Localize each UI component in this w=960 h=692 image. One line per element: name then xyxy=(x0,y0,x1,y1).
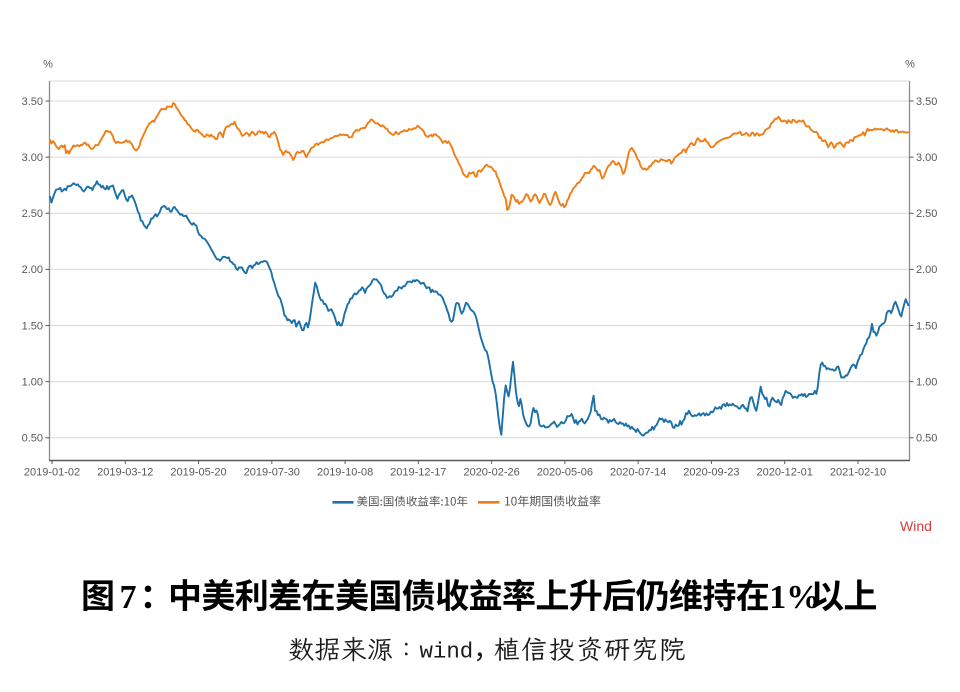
svg-text:2021-02-10: 2021-02-10 xyxy=(830,467,886,479)
svg-text:3.50: 3.50 xyxy=(916,96,937,108)
svg-text:1%: 1% xyxy=(769,579,820,616)
svg-text:2020-09-23: 2020-09-23 xyxy=(683,467,739,479)
svg-text:2019-05-20: 2019-05-20 xyxy=(170,467,226,479)
svg-text:7: 7 xyxy=(120,579,137,616)
svg-text:1.00: 1.00 xyxy=(22,376,43,388)
svg-text:1.50: 1.50 xyxy=(22,320,43,332)
svg-text:0.50: 0.50 xyxy=(916,433,937,445)
svg-text:2019-07-30: 2019-07-30 xyxy=(244,467,300,479)
svg-text:wind: wind xyxy=(420,639,474,665)
svg-text:2.50: 2.50 xyxy=(22,208,43,220)
svg-text:1.50: 1.50 xyxy=(916,320,937,332)
svg-text:2.50: 2.50 xyxy=(916,208,937,220)
svg-text:2.00: 2.00 xyxy=(22,264,43,276)
svg-text:3.00: 3.00 xyxy=(22,152,43,164)
svg-text:2020-12-01: 2020-12-01 xyxy=(757,467,813,479)
svg-text:2019-01-02: 2019-01-02 xyxy=(24,467,80,479)
svg-text:%: % xyxy=(905,59,915,71)
svg-text:3.50: 3.50 xyxy=(22,96,43,108)
svg-text:2.00: 2.00 xyxy=(916,264,937,276)
svg-text:1.00: 1.00 xyxy=(916,376,937,388)
svg-text:0.50: 0.50 xyxy=(22,433,43,445)
svg-text:2019-03-12: 2019-03-12 xyxy=(97,467,153,479)
svg-text:2020-07-14: 2020-07-14 xyxy=(610,467,666,479)
svg-text:Wind: Wind xyxy=(900,518,932,534)
svg-text:2020-02-26: 2020-02-26 xyxy=(463,467,519,479)
svg-text:2019-10-08: 2019-10-08 xyxy=(317,467,373,479)
svg-text:2020-05-06: 2020-05-06 xyxy=(537,467,593,479)
svg-text:2019-12-17: 2019-12-17 xyxy=(390,467,446,479)
svg-text:%: % xyxy=(43,59,53,71)
svg-text:3.00: 3.00 xyxy=(916,152,937,164)
